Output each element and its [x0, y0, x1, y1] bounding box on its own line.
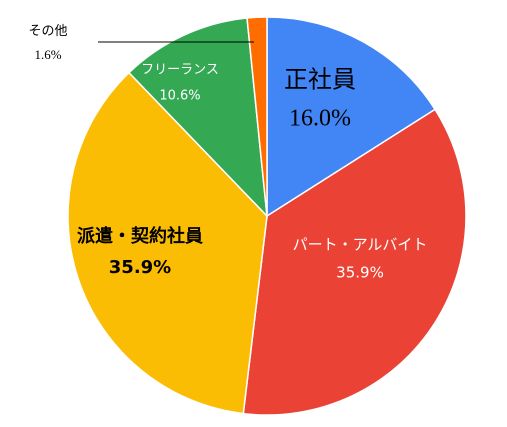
pie-slice — [67, 71, 268, 415]
value-label: 35.9% — [336, 264, 384, 282]
pie-slice — [246, 16, 268, 217]
value-label: 16.0% — [289, 106, 351, 132]
slice-label: パート・アルバイト — [293, 236, 428, 254]
pie-slice — [266, 16, 437, 218]
slice-label: その他 — [28, 23, 67, 38]
pie-slice — [127, 17, 268, 219]
slice-label: 派遣・契約社員 — [77, 225, 203, 247]
slice-label: 正社員 — [284, 67, 356, 94]
value-label: 10.6% — [159, 89, 200, 104]
value-label: 1.6% — [34, 47, 61, 62]
slice-label: フリーランス — [141, 63, 219, 78]
pie-slice — [242, 108, 467, 416]
value-label: 35.9% — [109, 257, 171, 278]
